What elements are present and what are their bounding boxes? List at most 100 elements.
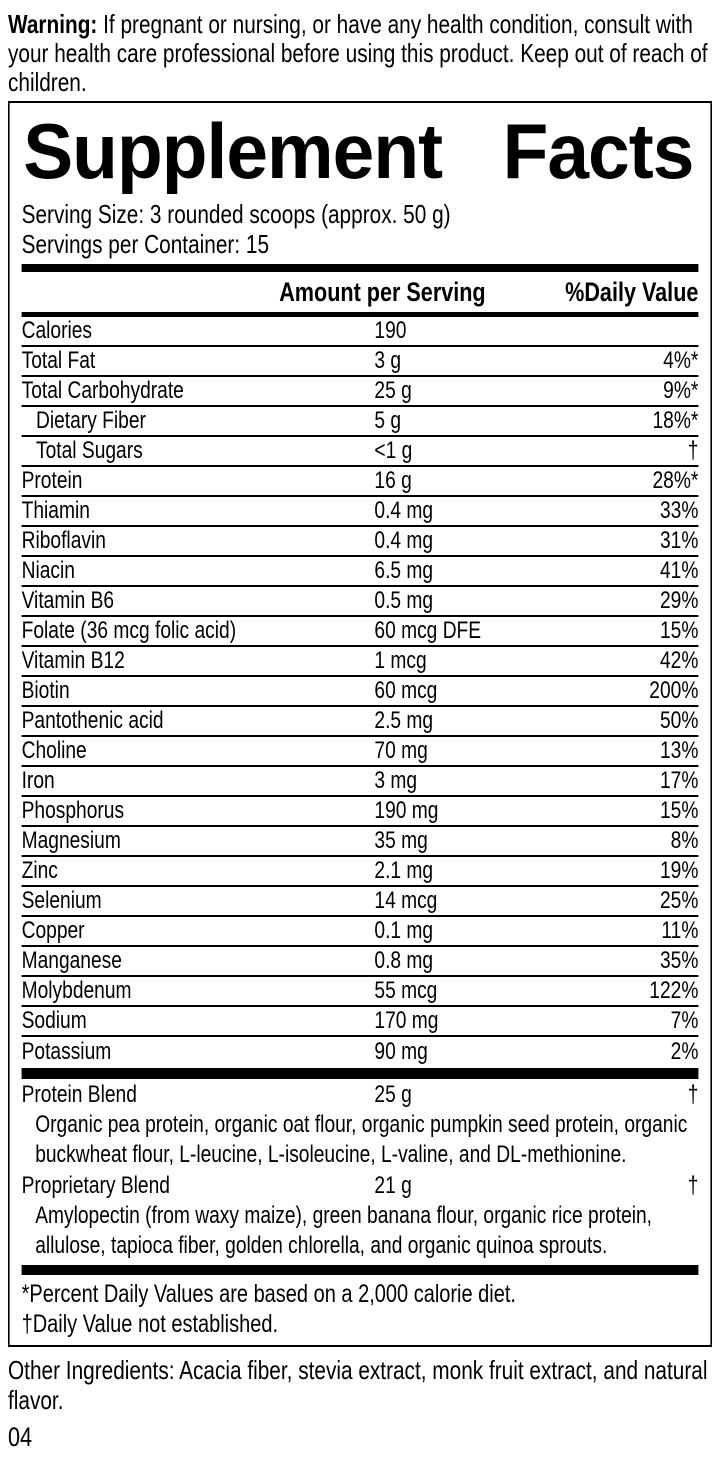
nutrient-amount: 16 g xyxy=(374,467,412,494)
nutrient-row: Copper 0.1 mg 11% xyxy=(21,917,699,947)
nutrient-dv: † xyxy=(687,437,699,464)
serving-size: Serving Size: 3 rounded scoops (approx. … xyxy=(21,199,451,229)
nutrient-dv: 9%* xyxy=(663,377,699,404)
column-header-amount: Amount per Serving xyxy=(279,276,486,307)
nutrient-row: Thiamin 0.4 mg 33% xyxy=(21,497,699,527)
nutrient-name: Biotin xyxy=(21,677,70,704)
nutrient-amount: 5 g xyxy=(374,407,402,434)
nutrient-row: Riboflavin 0.4 mg 31% xyxy=(21,527,699,557)
nutrient-dv: 8% xyxy=(670,827,699,854)
column-header-dv: %Daily Value xyxy=(565,276,699,307)
nutrient-amount: 70 mg xyxy=(374,737,428,764)
nutrient-name: Total Carbohydrate xyxy=(21,377,184,404)
nutrient-name: Folate (36 mcg folic acid) xyxy=(21,617,237,644)
nutrient-dv: 41% xyxy=(659,557,699,584)
nutrient-dv: 122% xyxy=(649,977,699,1004)
warning-label: Warning: xyxy=(8,9,98,39)
blend-row: Protein Blend 25 g † xyxy=(22,1079,699,1110)
nutrient-name: Protein xyxy=(21,467,83,494)
nutrient-amount: 0.4 mg xyxy=(374,497,434,524)
nutrient-amount: 6.5 mg xyxy=(374,557,434,584)
nutrient-row: Potassium 90 mg 2% xyxy=(22,1037,699,1066)
nutrient-row: Iron 3 mg 17% xyxy=(21,767,699,797)
nutrient-name: Choline xyxy=(21,737,87,764)
nutrient-dv: 25% xyxy=(659,887,699,914)
servings-per-container: Servings per Container: 15 xyxy=(21,229,270,259)
divider-bar-footnotes xyxy=(21,1265,699,1275)
nutrient-row: Calories 190 xyxy=(21,317,699,347)
blend-row: Proprietary Blend 21 g † xyxy=(22,1170,699,1201)
blend-item: Proprietary Blend 21 g † Amylopectin (fr… xyxy=(22,1170,699,1261)
blend-dv: † xyxy=(687,1171,699,1199)
nutrient-name: Vitamin B12 xyxy=(21,647,125,674)
other-ingredients: Other Ingredients: Acacia fiber, stevia … xyxy=(8,1355,708,1415)
nutrient-dv: 28%* xyxy=(652,467,699,494)
nutrient-dv: 35% xyxy=(659,947,699,974)
panel-title-word-supplement: Supplement xyxy=(23,107,443,195)
panel-title-word-facts: Facts xyxy=(502,107,695,195)
blend-name: Protein Blend xyxy=(21,1080,137,1108)
nutrient-amount: 25 g xyxy=(374,377,412,404)
nutrient-amount: 3 g xyxy=(374,347,402,374)
nutrient-name: Dietary Fiber xyxy=(36,407,146,434)
nutrient-amount: 190 mg xyxy=(374,797,439,824)
nutrient-dv: 4%* xyxy=(663,347,699,374)
nutrient-name: Zinc xyxy=(21,857,58,884)
nutrient-table: Calories 190 Total Fat 3 g 4%* Total Car… xyxy=(21,317,699,1066)
column-header-row: Amount per Serving %Daily Value xyxy=(22,272,699,312)
nutrient-row: Total Carbohydrate 25 g 9%* xyxy=(21,377,699,407)
nutrient-dv: 15% xyxy=(659,797,699,824)
nutrient-dv: 200% xyxy=(649,677,699,704)
nutrient-amount: 2.1 mg xyxy=(374,857,434,884)
divider-bar-header xyxy=(21,312,699,317)
nutrient-dv: 33% xyxy=(659,497,699,524)
nutrient-dv: 2% xyxy=(670,1037,699,1065)
nutrient-dv: 31% xyxy=(659,527,699,554)
blend-name: Proprietary Blend xyxy=(21,1171,170,1199)
nutrient-amount: 0.8 mg xyxy=(374,947,434,974)
nutrient-row: Zinc 2.1 mg 19% xyxy=(21,857,699,887)
footnote: †Daily Value not established. xyxy=(21,1310,279,1338)
nutrient-amount: 14 mcg xyxy=(374,887,438,914)
nutrient-amount: 90 mg xyxy=(374,1037,428,1065)
blend-section: Protein Blend 25 g † Organic pea protein… xyxy=(22,1079,699,1261)
nutrient-row: Sodium 170 mg 7% xyxy=(21,1007,699,1037)
warning-text: Warning: If pregnant or nursing, or have… xyxy=(8,10,712,97)
nutrient-row: Folate (36 mcg folic acid) 60 mcg DFE 15… xyxy=(21,617,699,647)
nutrient-row: Molybdenum 55 mcg 122% xyxy=(21,977,699,1007)
footnote: *Percent Daily Values are based on a 2,0… xyxy=(21,1280,516,1308)
nutrient-row: Manganese 0.8 mg 35% xyxy=(21,947,699,977)
blend-dv: † xyxy=(687,1080,699,1108)
nutrient-name: Niacin xyxy=(21,557,75,584)
nutrient-dv: 19% xyxy=(659,857,699,884)
nutrient-row: Magnesium 35 mg 8% xyxy=(21,827,699,857)
nutrient-amount: 190 xyxy=(374,317,407,344)
nutrient-name: Vitamin B6 xyxy=(21,587,115,614)
nutrient-amount: 3 mg xyxy=(374,767,418,794)
nutrient-row: Biotin 60 mcg 200% xyxy=(21,677,699,707)
nutrient-name: Thiamin xyxy=(21,497,90,524)
nutrient-dv: 50% xyxy=(659,707,699,734)
nutrient-name: Manganese xyxy=(21,947,122,974)
nutrient-row: Choline 70 mg 13% xyxy=(21,737,699,767)
blend-item: Protein Blend 25 g † Organic pea protein… xyxy=(22,1079,699,1170)
blend-ingredients: Organic pea protein, organic oat flour, … xyxy=(35,1111,688,1168)
nutrient-dv: 13% xyxy=(659,737,699,764)
divider-bar-blends xyxy=(21,1068,699,1079)
nutrient-name: Total Fat xyxy=(21,347,96,374)
blend-ingredients: Amylopectin (from waxy maize), green ban… xyxy=(35,1202,653,1259)
nutrient-row: Total Sugars <1 g † xyxy=(21,437,699,467)
nutrient-row: Vitamin B12 1 mcg 42% xyxy=(21,647,699,677)
nutrient-dv: 7% xyxy=(670,1007,699,1034)
nutrient-amount: 35 mg xyxy=(374,827,428,854)
nutrient-amount: 0.4 mg xyxy=(374,527,434,554)
panel-title: Supplement Facts xyxy=(23,107,695,195)
nutrient-amount: 60 mcg xyxy=(374,677,438,704)
nutrient-amount: 2.5 mg xyxy=(374,707,434,734)
nutrient-amount: 0.1 mg xyxy=(374,917,434,944)
nutrient-name: Iron xyxy=(21,767,55,794)
nutrient-row: Selenium 14 mcg 25% xyxy=(21,887,699,917)
nutrient-amount: <1 g xyxy=(374,437,413,464)
warning-body: If pregnant or nursing, or have any heal… xyxy=(8,9,708,97)
